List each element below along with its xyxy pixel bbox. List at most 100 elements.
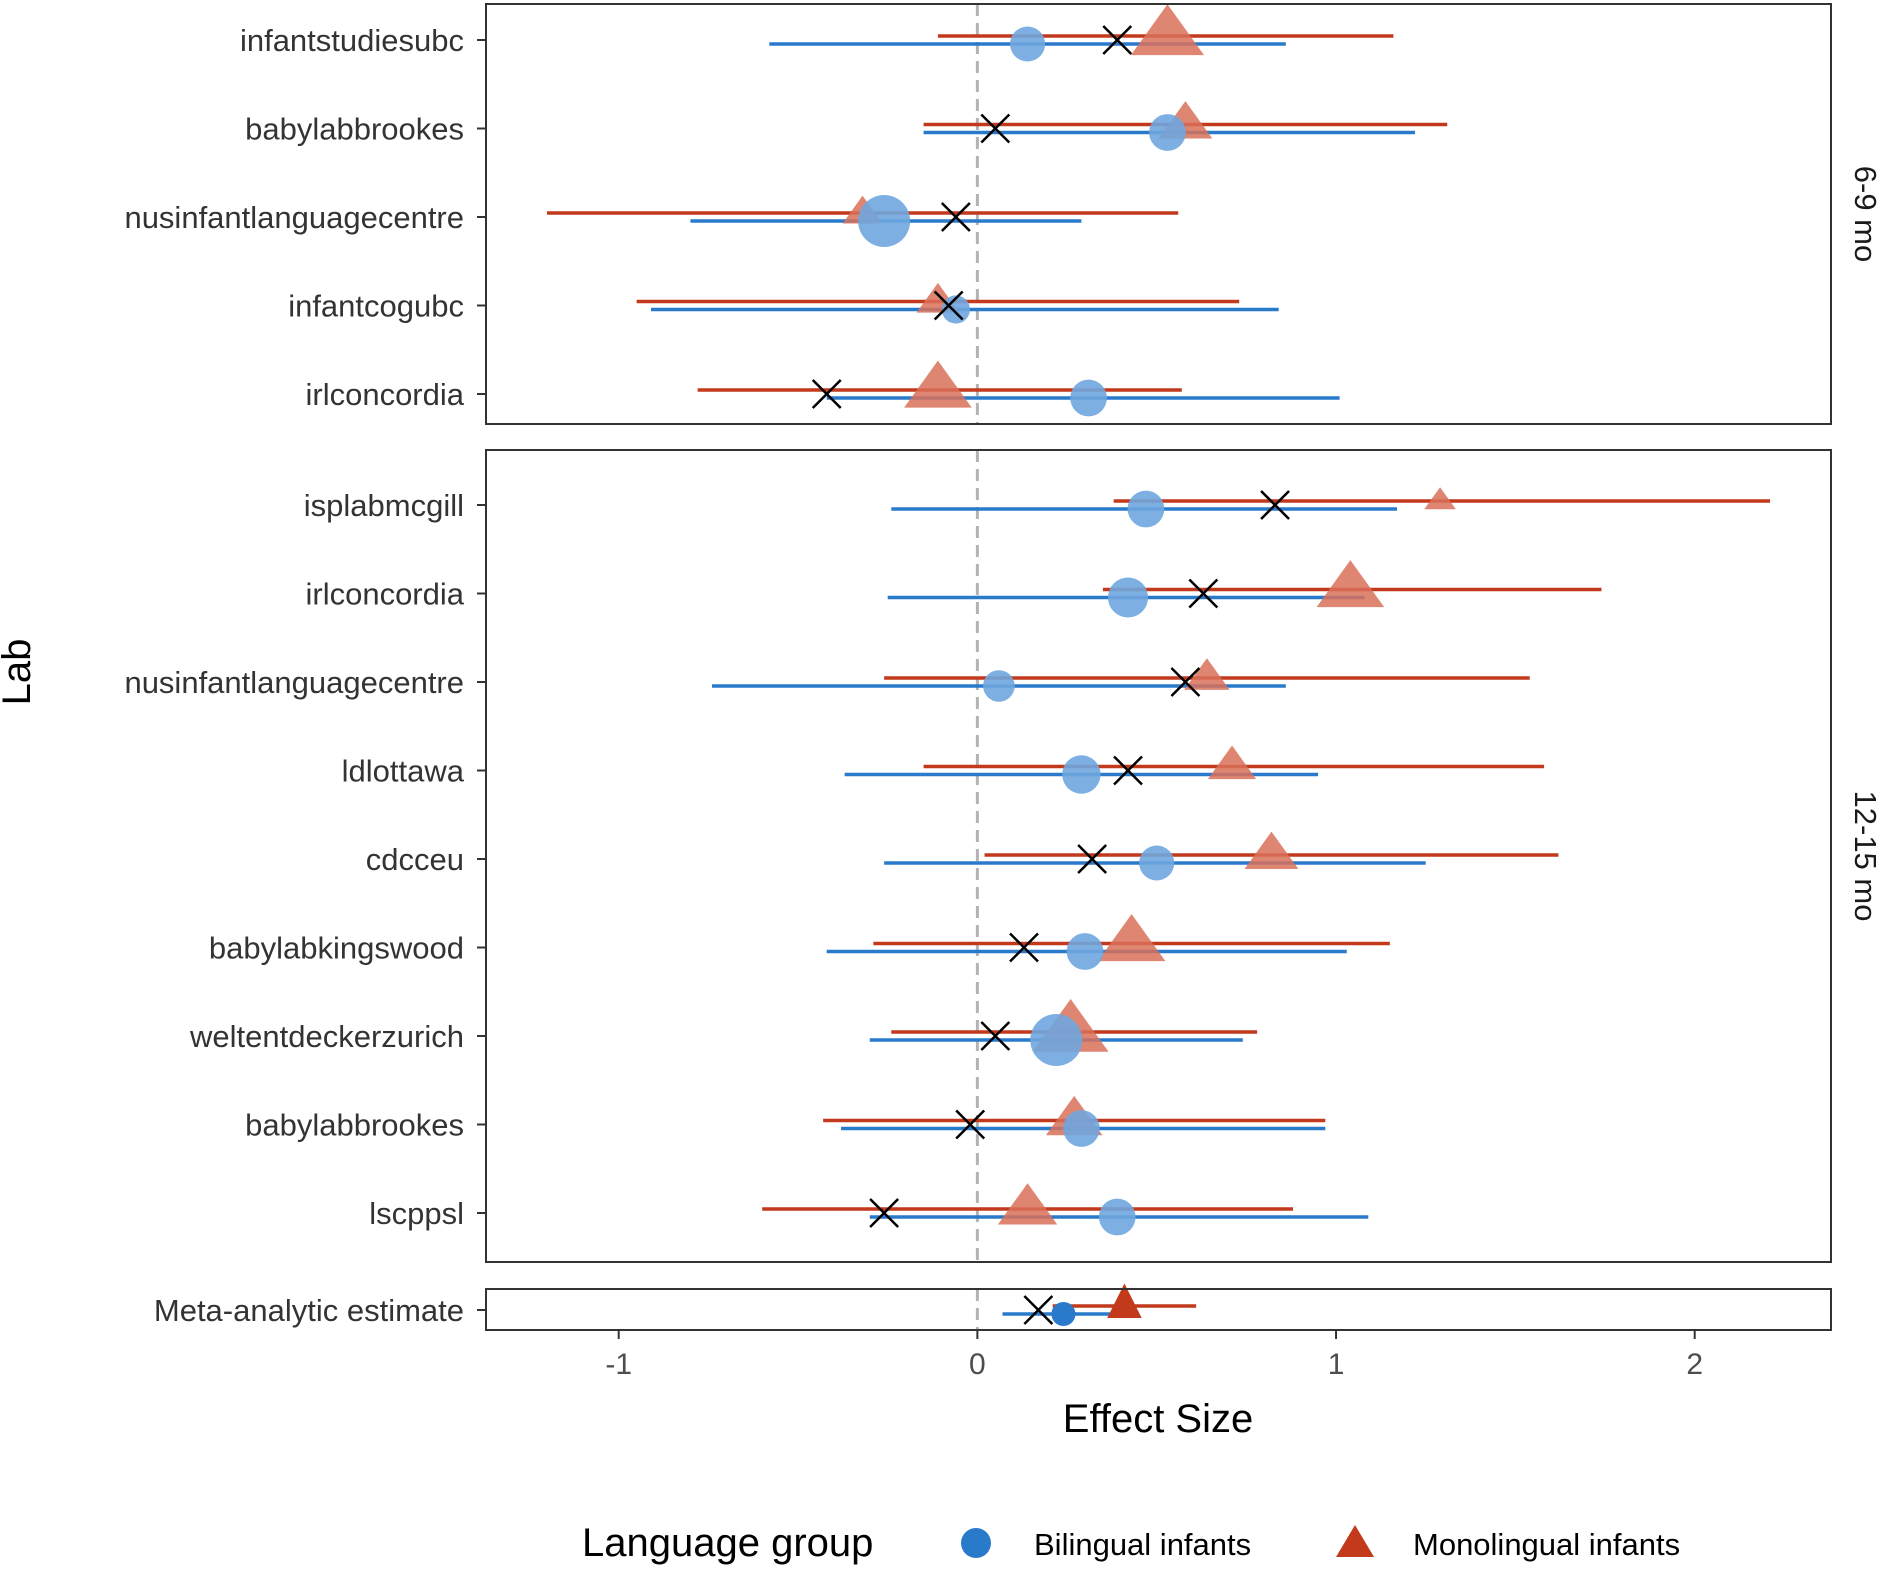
combined-x-stroke bbox=[980, 1021, 1011, 1051]
combined-estimate-x bbox=[940, 202, 971, 232]
bilingual-estimate bbox=[1127, 490, 1165, 528]
legend-monolingual-label: Monolingual infants bbox=[1413, 1527, 1680, 1562]
x-tick-label: 1 bbox=[1328, 1348, 1345, 1381]
combined-estimate-x bbox=[1102, 25, 1133, 55]
combined-estimate-x bbox=[869, 1198, 900, 1228]
lab-label: infantcogubc bbox=[288, 289, 464, 324]
combined-x-stroke bbox=[933, 290, 964, 321]
panel-border bbox=[485, 3, 1832, 425]
lab-label: babylabbrookes bbox=[245, 112, 464, 147]
x-tick-label: -1 bbox=[605, 1348, 632, 1381]
bilingual-estimate bbox=[1107, 577, 1149, 618]
lab-row: nusinfantlanguagecentre bbox=[124, 658, 1530, 702]
combined-estimate-x bbox=[811, 379, 842, 409]
monolingual-estimate bbox=[1207, 745, 1257, 780]
lab-label: infantstudiesubc bbox=[240, 23, 464, 58]
lab-label: isplabmcgill bbox=[304, 488, 464, 523]
lab-label: nusinfantlanguagecentre bbox=[124, 665, 464, 700]
lab-label: Meta-analytic estimate bbox=[154, 1293, 464, 1328]
bilingual-estimate bbox=[1066, 933, 1104, 970]
bilingual-estimate bbox=[1051, 1302, 1076, 1326]
combined-estimate-x bbox=[933, 290, 964, 321]
lab-row: Meta-analytic estimate bbox=[154, 1283, 1197, 1328]
combined-estimate-x bbox=[1077, 844, 1108, 874]
monolingual-estimate bbox=[1097, 914, 1166, 962]
lab-row: lscppsl bbox=[369, 1183, 1369, 1236]
legend-bilingual-key bbox=[961, 1528, 991, 1558]
bilingual-estimate bbox=[858, 195, 911, 247]
combined-estimate-x bbox=[1023, 1295, 1054, 1325]
combined-x-stroke bbox=[1188, 578, 1219, 609]
bilingual-estimate bbox=[1062, 755, 1101, 794]
legend-monolingual-key bbox=[1336, 1525, 1374, 1557]
lab-row: cdcceu bbox=[366, 831, 1559, 881]
x-axis-title: Effect Size bbox=[1063, 1397, 1253, 1441]
bilingual-estimate bbox=[1139, 845, 1175, 881]
legend-title: Language group bbox=[582, 1521, 873, 1565]
facet-strip-label: 6-9 mo bbox=[1848, 166, 1883, 262]
monolingual-estimate bbox=[1130, 4, 1205, 56]
panel-2: isplabmcgill irlconcordia nusinfantlanguag… bbox=[124, 449, 1883, 1263]
lab-row: infantcogubc bbox=[288, 282, 1279, 324]
facet-strip-label: 12-15 mo bbox=[1848, 791, 1883, 922]
combined-x-stroke bbox=[1023, 1295, 1054, 1325]
lab-label: cdcceu bbox=[366, 842, 464, 877]
panel-1: infantstudiesubc babylabbrookes nusinfantl… bbox=[124, 3, 1883, 425]
combined-estimate-x bbox=[1170, 667, 1201, 697]
panel-3: Meta-analytic estimate bbox=[154, 1283, 1832, 1331]
bilingual-estimate bbox=[1149, 114, 1186, 151]
combined-x-stroke bbox=[811, 379, 842, 409]
lab-row: weltentdeckerzurich bbox=[189, 999, 1258, 1066]
combined-estimate-x bbox=[955, 1109, 986, 1140]
lab-row: infantstudiesubc bbox=[240, 4, 1394, 62]
monolingual-estimate bbox=[1107, 1283, 1142, 1318]
combined-x-stroke bbox=[1170, 667, 1201, 697]
panel-border bbox=[485, 1288, 1832, 1331]
bilingual-estimate bbox=[941, 295, 970, 324]
lab-row: irlconcordia bbox=[305, 360, 1340, 417]
legend-bilingual-label: Bilingual infants bbox=[1034, 1527, 1251, 1562]
lab-label: babylabbrookes bbox=[245, 1108, 464, 1143]
monolingual-estimate bbox=[1424, 487, 1456, 510]
lab-label: irlconcordia bbox=[305, 577, 464, 612]
combined-x-stroke bbox=[1260, 490, 1290, 520]
lab-row: nusinfantlanguagecentre bbox=[124, 195, 1179, 247]
monolingual-estimate bbox=[997, 1183, 1058, 1225]
combined-estimate-x bbox=[1113, 755, 1143, 786]
combined-x-stroke bbox=[1113, 755, 1143, 786]
legend: Language group Bilingual infants Monolin… bbox=[582, 1521, 1680, 1565]
lab-label: babylabkingswood bbox=[209, 931, 464, 966]
panels-layer: infantstudiesubc babylabbrookes nusinfantl… bbox=[124, 3, 1883, 1331]
lab-row: ldlottawa bbox=[342, 745, 1545, 794]
combined-estimate-x bbox=[980, 1021, 1011, 1051]
lab-label: lscppsl bbox=[369, 1196, 464, 1231]
bilingual-estimate bbox=[1063, 1110, 1100, 1147]
combined-x-stroke bbox=[1102, 25, 1133, 55]
bilingual-estimate bbox=[983, 670, 1015, 702]
combined-x-stroke bbox=[1077, 844, 1108, 874]
lab-label: ldlottawa bbox=[342, 754, 465, 789]
lab-label: weltentdeckerzurich bbox=[189, 1019, 464, 1054]
combined-x-stroke bbox=[940, 202, 971, 232]
bilingual-estimate bbox=[1098, 1198, 1136, 1236]
panel-border bbox=[485, 449, 1832, 1263]
combined-estimate-x bbox=[1260, 490, 1290, 520]
y-axis-title: Lab bbox=[0, 639, 39, 706]
monolingual-estimate bbox=[1184, 658, 1230, 690]
x-tick-label: 2 bbox=[1686, 1348, 1703, 1381]
combined-x-stroke bbox=[955, 1109, 986, 1140]
x-tick-label: 0 bbox=[969, 1348, 986, 1381]
combined-x-stroke bbox=[1009, 932, 1039, 963]
monolingual-estimate bbox=[1244, 831, 1299, 870]
bilingual-estimate bbox=[1070, 379, 1107, 417]
lab-row: irlconcordia bbox=[305, 560, 1602, 618]
lab-label: nusinfantlanguagecentre bbox=[124, 200, 464, 235]
monolingual-estimate bbox=[1316, 560, 1385, 608]
lab-row: babylabbrookes bbox=[245, 1095, 1326, 1147]
combined-estimate-x bbox=[1188, 578, 1219, 609]
combined-x-stroke bbox=[869, 1198, 900, 1228]
bilingual-estimate bbox=[1030, 1014, 1083, 1066]
x-axis: -1 0 1 2 bbox=[605, 1330, 1703, 1381]
